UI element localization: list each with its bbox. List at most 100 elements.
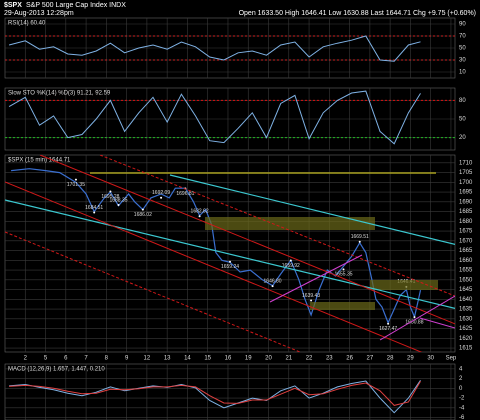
y-tick-label: 0 (459, 386, 463, 392)
y-tick-label: 1700 (459, 180, 473, 186)
y-tick-label: 1630 (459, 316, 473, 322)
trend-lines (5, 155, 455, 352)
point (109, 190, 112, 193)
x-tick-label: 23 (326, 356, 333, 362)
x-tick-label: 8 (105, 356, 109, 362)
point (387, 322, 390, 325)
price-label: 1686.02 (134, 212, 152, 218)
x-tick-label: 5 (44, 356, 48, 362)
x-tick-label: 6 (64, 356, 68, 362)
price-label: 1696.81 (176, 191, 194, 197)
x-tick-label: 30 (427, 356, 434, 362)
y-tick-label: 50 (459, 117, 466, 123)
zone (205, 217, 375, 230)
wedge-line (419, 317, 455, 329)
point (342, 268, 345, 271)
price-label: 1627.47 (379, 326, 397, 332)
price-label: 1659.92 (282, 263, 300, 269)
price-label: 1639.43 (302, 293, 320, 299)
y-tick-label: 1685 (459, 209, 473, 215)
point (141, 208, 144, 211)
y-tick-label: 1655 (459, 268, 473, 274)
y-tick-label: 10 (459, 70, 466, 76)
y-tick-label: 90 (459, 22, 466, 28)
point (198, 215, 201, 218)
price-label: 1684.51 (85, 205, 103, 211)
date: 29-Aug-2013 12:28pm (4, 10, 74, 17)
zone (370, 280, 438, 290)
price-label: 1701.35 (67, 182, 85, 188)
y-tick-label: 1660 (459, 258, 473, 264)
x-tick-label: 21 (285, 356, 292, 362)
y-tick-label: 1665 (459, 248, 473, 254)
line (8, 35, 421, 62)
x-tick-label: 9 (125, 356, 129, 362)
y-tick-label: 1705 (459, 170, 473, 176)
price-label: 1682.62 (191, 209, 209, 215)
y-tick-label: 4 (459, 366, 463, 372)
y-tick-label: 1710 (459, 160, 473, 166)
point (229, 260, 231, 263)
price-label: 1669.51 (351, 234, 369, 240)
line (11, 168, 422, 325)
y-tick-label: 1645 (459, 287, 473, 293)
point (160, 196, 163, 199)
x-tick-label: 16 (225, 356, 232, 362)
point (289, 259, 292, 262)
panel-title: MACD (12,26,9) 1.657, 1.447, 0.210 (8, 367, 105, 373)
y-tick-label: 50 (459, 46, 466, 52)
y-tick-label: 2 (459, 376, 463, 382)
point (271, 285, 274, 288)
y-tick-label: -6 (459, 415, 465, 420)
y-tick-label: 1620 (459, 336, 473, 342)
price-label: 1646.80 (264, 278, 282, 284)
x-tick-label: 26 (346, 356, 353, 362)
x-tick-label: 12 (144, 356, 151, 362)
wedge-line (269, 254, 363, 303)
y-tick-label: -4 (459, 405, 465, 411)
y-tick-label: 30 (459, 58, 466, 64)
zone (310, 302, 375, 310)
y-tick-label: 1650 (459, 277, 473, 283)
price-label: 1688.35 (109, 197, 127, 203)
y-tick-label: 1615 (459, 346, 473, 352)
quote: Open 1633.50 High 1646.41 Low 1630.88 La… (239, 10, 476, 17)
x-tick-label: 13 (164, 356, 171, 362)
x-tick-label: 29 (407, 356, 414, 362)
y-tick-label: 1695 (459, 190, 473, 196)
y-tick-label: 20 (459, 135, 466, 141)
channel-line (99, 155, 455, 297)
price-label: 1655.35 (334, 272, 352, 278)
index-name: S&P 500 Large Cap Index INDX (26, 2, 126, 9)
channel-line (39, 155, 455, 325)
channel-line (5, 199, 455, 310)
x-tick-label: 7 (84, 356, 88, 362)
price-label: 1695.28 (101, 194, 119, 200)
x-tick-label: Sep (446, 356, 457, 362)
line (9, 381, 421, 406)
y-tick-label: 1690 (459, 199, 473, 205)
y-tick-label: 1680 (459, 219, 473, 225)
panel-title: Slow STO %K(14) %D(3) 91.21, 92.59 (8, 91, 111, 97)
price-label: 1692.09 (152, 190, 170, 196)
panel (4, 363, 456, 420)
price-label: 1659.24 (221, 264, 239, 270)
x-tick-label: 2 (24, 356, 28, 362)
point (310, 299, 313, 302)
panel (4, 154, 456, 353)
x-tick-label: 19 (245, 356, 252, 362)
y-tick-label: 80 (459, 98, 466, 104)
x-tick-label: 15 (204, 356, 211, 362)
y-tick-label: 1670 (459, 238, 473, 244)
y-tick-label: 1640 (459, 297, 473, 303)
line (8, 90, 421, 145)
symbol: $SPX (4, 2, 22, 9)
point (358, 240, 361, 243)
price-label: 1630.88 (405, 319, 423, 325)
panel-title: RSI(14) 60.40 (8, 21, 46, 27)
y-tick-label: 1675 (459, 229, 473, 235)
point (413, 316, 416, 319)
point (117, 204, 120, 207)
line (9, 380, 421, 414)
